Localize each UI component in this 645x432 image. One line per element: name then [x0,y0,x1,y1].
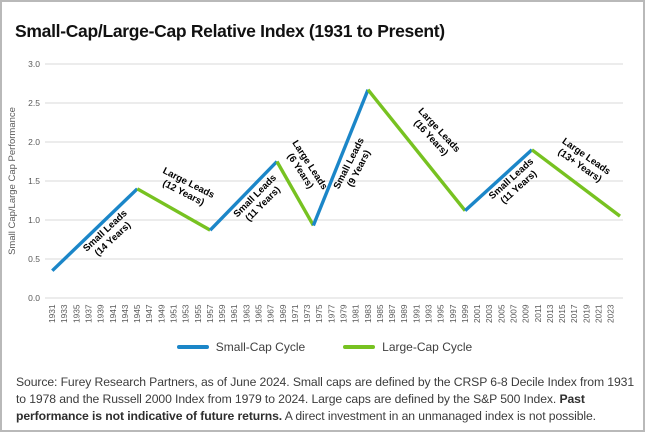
x-tick-label: 1991 [411,304,421,323]
x-tick-label: 1983 [363,304,373,323]
x-tick-label: 1945 [132,304,142,323]
y-axis-title: Small Cap/Large Cap Performance [7,107,18,255]
x-tick-label: 1981 [351,304,361,323]
x-tick-label: 1957 [205,304,215,323]
x-tick-label: 1939 [96,304,106,323]
x-tick-label: 1989 [399,304,409,323]
x-tick-label: 1961 [229,304,239,323]
x-tick-label: 1975 [314,304,324,323]
small-cap-line-swatch-icon [176,345,209,349]
x-tick-label: 1995 [436,304,446,323]
line-segment-small-leads-1974-1983 [311,89,370,227]
x-tick-label: 1953 [181,304,191,323]
x-tick-label: 1985 [375,304,385,323]
line-segment-large-leads-1945-1957 [136,187,211,232]
annotation-large-leads-16-years-: Large Leads(16 Years) [407,106,462,162]
annotation-large-leads-13+-years-: Large Leads(13+ Years) [553,136,612,187]
x-tick-label: 2011 [533,304,543,322]
x-tick-label: 1977 [326,304,336,323]
x-tick-label: 1979 [339,304,349,323]
x-tick-label: 1969 [278,304,288,323]
x-tick-label: 1933 [59,304,69,323]
x-tick-label: 1987 [387,304,397,323]
x-tick-label: 2015 [557,304,567,323]
x-tick-label: 1941 [108,304,118,323]
x-tick-label: 1943 [120,304,130,323]
x-tick-label: 1967 [266,304,276,323]
line-segment-small-leads-1957-1968 [208,160,279,232]
x-tick-label: 1965 [254,304,264,323]
disclaimer-after-text: A direct investment in an unmanaged inde… [282,408,596,423]
x-tick-label: 1971 [290,304,300,323]
legend: Small-Cap Cycle Large-Cap Cycle [2,340,643,354]
disclaimer-bold-text: Past performance is not indicative of fu… [16,391,585,423]
line-segment-large-leads-1968-1974 [275,160,315,227]
line-segment-small-leads-1999-2010 [463,148,534,212]
source-disclaimer: Source: Furey Research Partners, as of J… [16,374,634,424]
x-tick-label: 2019 [581,304,591,323]
x-tick-label: 2009 [521,304,531,323]
y-tick-label: 1.5 [28,176,40,186]
legend-item-large-cap: Large-Cap Cycle [343,340,472,354]
annotation-large-leads-6-years-: Large Leads(6 Years) [280,138,329,198]
line-segment-large-leads-2010-2024 [530,148,621,218]
x-tick-label: 1999 [460,304,470,323]
legend-label-large-cap: Large-Cap Cycle [382,340,473,354]
y-tick-label: 0.5 [28,254,40,264]
line-segment-large-leads-1983-1999 [366,88,467,212]
x-tick-label: 2007 [509,304,519,323]
y-tick-label: 3.0 [28,59,40,69]
x-tick-label: 1935 [71,304,81,323]
chart-title: Small-Cap/Large-Cap Relative Index (1931… [15,20,445,41]
x-tick-label: 1955 [193,304,203,323]
x-tick-label: 1973 [302,304,312,323]
legend-label-small-cap: Small-Cap Cycle [215,340,306,354]
x-tick-label: 2013 [545,304,555,323]
x-tick-label: 2021 [594,304,604,323]
x-tick-label: 2005 [496,304,506,323]
x-tick-label: 1993 [424,304,434,323]
x-tick-label: 1937 [84,304,94,323]
x-tick-label: 1951 [169,304,179,323]
y-tick-label: 1.0 [28,215,40,225]
x-tick-label: 2003 [484,304,494,323]
legend-item-small-cap: Small-Cap Cycle [176,340,306,354]
x-tick-label: 2017 [569,304,579,323]
x-tick-label: 1931 [47,304,57,323]
line-segment-small-leads-1931-1945 [51,187,139,272]
x-tick-label: 1997 [448,304,458,323]
x-tick-label: 1947 [144,304,154,323]
y-tick-label: 2.5 [28,98,40,108]
x-tick-label: 1959 [217,304,227,323]
y-tick-label: 0.0 [28,293,40,303]
disclaimer-source-text: Source: Furey Research Partners, as of J… [16,375,635,406]
y-tick-label: 2.0 [28,137,40,147]
x-tick-label: 2023 [606,304,616,323]
x-tick-label: 1963 [241,304,251,323]
x-tick-label: 1949 [156,304,166,323]
large-cap-line-swatch-icon [343,345,376,349]
x-tick-label: 2001 [472,304,482,323]
